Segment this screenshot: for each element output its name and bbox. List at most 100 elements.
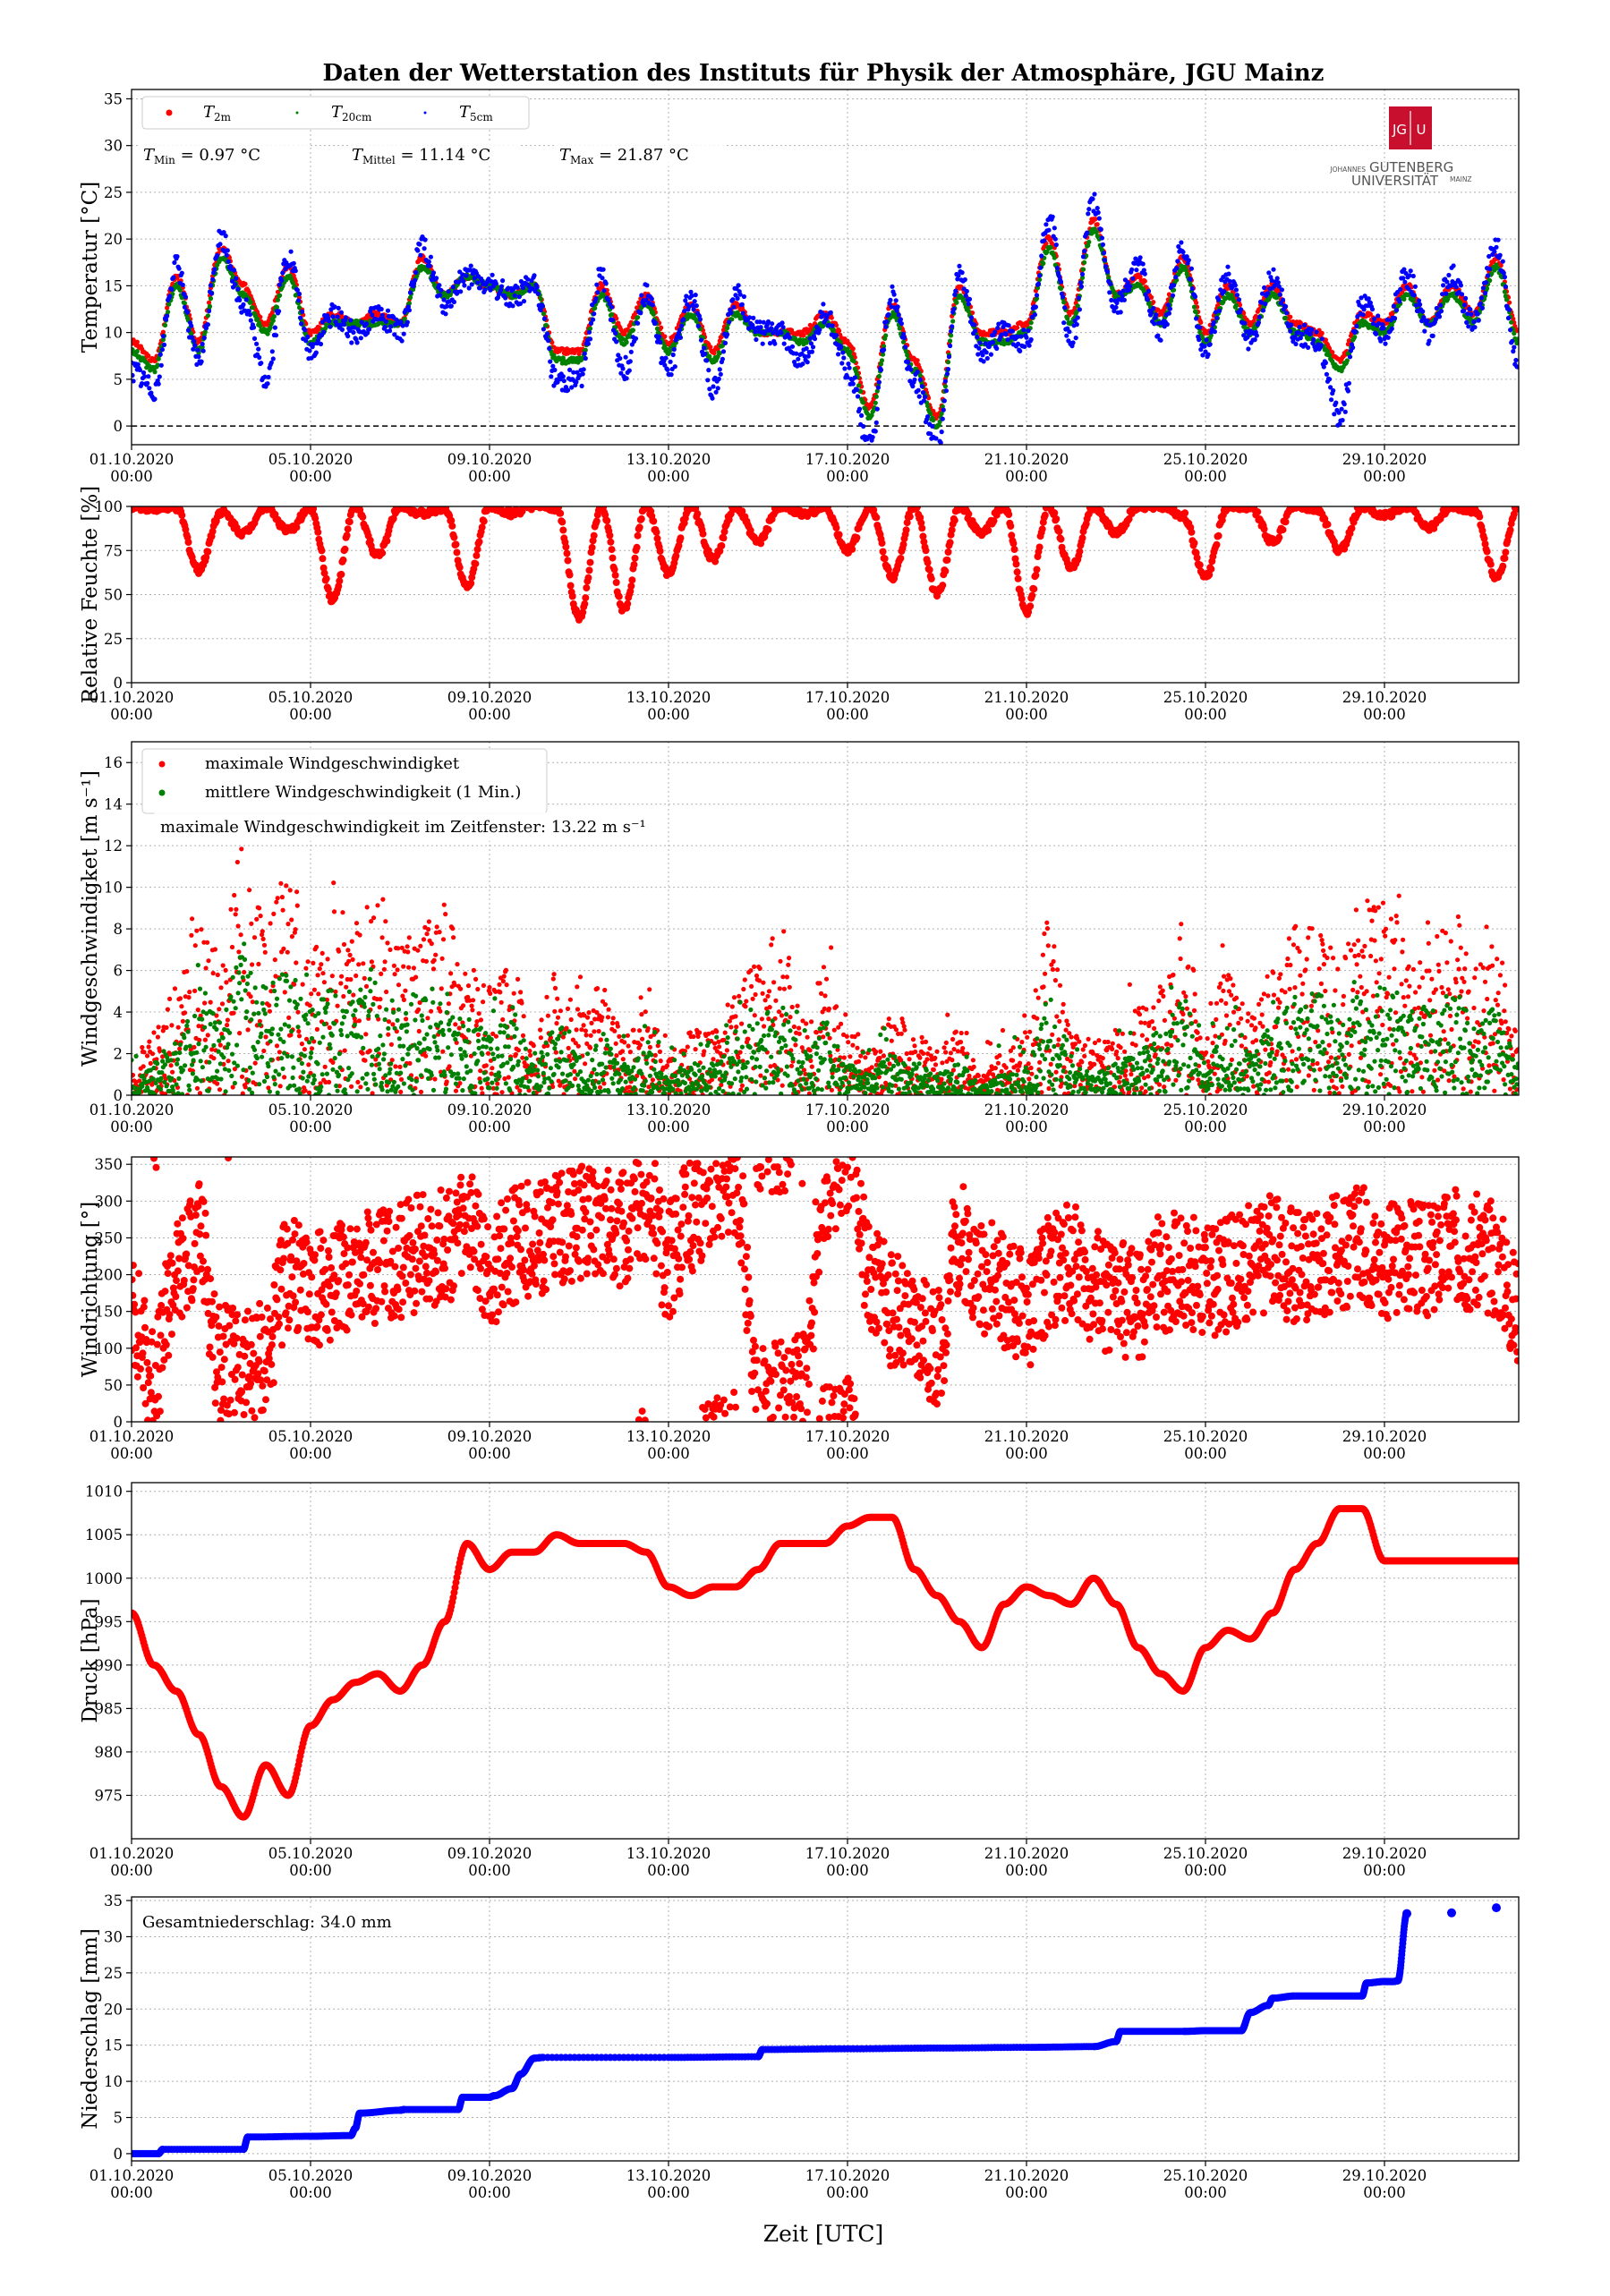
data-point (1440, 292, 1445, 297)
data-point (943, 388, 949, 394)
data-point (905, 353, 910, 358)
data-point (920, 390, 925, 395)
data-point (1479, 305, 1485, 310)
data-point (243, 281, 248, 286)
data-point (1371, 316, 1377, 322)
data-point (861, 423, 866, 429)
data-point (614, 316, 619, 321)
data-point (664, 346, 669, 353)
data-point (639, 293, 644, 298)
legend-label: T20cm (331, 103, 372, 123)
data-point (1347, 354, 1353, 360)
data-point (893, 298, 899, 303)
data-point (618, 370, 624, 376)
data-point (439, 287, 444, 293)
data-point (1056, 274, 1062, 279)
data-point (243, 297, 249, 302)
data-point (192, 338, 197, 344)
data-point (994, 345, 1000, 352)
data-point (728, 310, 734, 316)
data-point (1330, 350, 1335, 355)
data-point (160, 334, 166, 339)
data-point (919, 384, 924, 389)
data-point (296, 291, 302, 297)
data-point (1389, 326, 1394, 331)
data-point (1509, 319, 1514, 325)
data-point (1142, 278, 1147, 284)
data-point (1502, 275, 1507, 280)
data-point (894, 308, 899, 313)
data-point (1288, 314, 1293, 319)
x-tick-date: 01.10.2020 (89, 451, 174, 468)
data-point (1515, 364, 1519, 370)
data-point (560, 374, 566, 379)
data-point (725, 332, 730, 337)
data-point (251, 336, 258, 341)
data-point (550, 363, 556, 369)
data-point (452, 540, 460, 548)
data-point (942, 384, 948, 389)
data-point (583, 347, 588, 353)
data-point (1468, 307, 1473, 312)
data-point (908, 367, 914, 372)
data-point (1125, 280, 1131, 285)
data-point (931, 418, 936, 423)
data-point (1346, 380, 1351, 386)
data-point (839, 344, 844, 350)
data-point (973, 328, 978, 334)
data-point (515, 285, 520, 290)
data-point (682, 309, 687, 314)
data-point (679, 323, 685, 328)
data-point (897, 326, 902, 331)
data-point (1391, 303, 1396, 309)
data-point (1137, 274, 1143, 280)
data-point (861, 400, 866, 405)
data-point (199, 359, 204, 364)
data-point (1261, 308, 1266, 313)
data-point (1410, 273, 1416, 279)
data-point (443, 311, 448, 317)
data-point (446, 289, 451, 294)
data-point (941, 407, 946, 412)
data-point (318, 547, 326, 555)
data-point (473, 551, 481, 559)
data-point (270, 356, 276, 361)
data-point (268, 325, 273, 330)
data-point (787, 335, 793, 340)
data-point (1022, 344, 1027, 349)
data-point (1038, 265, 1044, 270)
data-point (540, 303, 546, 309)
data-point (1033, 304, 1038, 310)
data-point (430, 270, 437, 276)
data-point (233, 282, 238, 287)
data-point (966, 309, 971, 314)
data-point (781, 341, 787, 346)
data-point (330, 314, 336, 319)
data-point (1492, 249, 1497, 254)
data-point (327, 319, 332, 324)
data-point (1234, 293, 1239, 298)
data-point (1412, 284, 1418, 289)
data-point (288, 249, 294, 254)
data-point (1166, 310, 1171, 316)
y-tick-label: 30 (104, 138, 123, 155)
data-point (268, 360, 274, 365)
data-point (387, 328, 393, 334)
data-point (833, 333, 839, 338)
data-point (942, 378, 948, 384)
data-point (418, 252, 423, 258)
data-point (981, 359, 986, 364)
data-point (337, 322, 343, 327)
data-point (1500, 259, 1505, 264)
data-point (704, 358, 710, 363)
data-point (1170, 293, 1176, 298)
data-point (686, 304, 692, 310)
data-point (1233, 302, 1239, 309)
data-point (628, 349, 634, 354)
data-point (765, 319, 771, 325)
data-point (939, 411, 944, 416)
data-point (1149, 294, 1154, 300)
data-point (694, 303, 699, 309)
data-point (1425, 318, 1430, 323)
data-point (428, 254, 433, 259)
